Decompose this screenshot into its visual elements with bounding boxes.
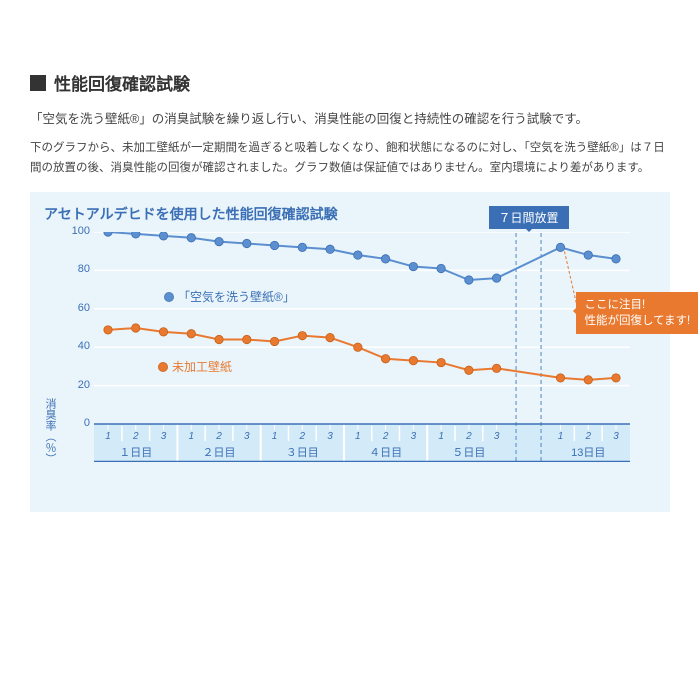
callout-line2: 性能が回復してます! — [584, 315, 690, 327]
svg-text:１日目: １日目 — [119, 447, 152, 459]
plot-area: 1 2 3 １日目 1 2 3 ２日目 1 2 3 ３日目 1 2 3 ４日目 1 2 3 ５日目 1 2 3 13日目 「空気… — [94, 232, 630, 462]
svg-text:3: 3 — [327, 431, 333, 442]
svg-text:2: 2 — [132, 431, 139, 442]
heading-square-icon — [30, 75, 46, 91]
y-tick: 60 — [62, 302, 90, 314]
svg-text:５日目: ５日目 — [452, 447, 485, 459]
svg-text:４日目: ４日目 — [369, 447, 402, 459]
heading-text: 性能回復確認試験 — [54, 70, 190, 95]
svg-text:3: 3 — [411, 431, 417, 442]
svg-text:1: 1 — [558, 431, 564, 442]
svg-text:3: 3 — [161, 431, 167, 442]
svg-text:1: 1 — [105, 431, 111, 442]
svg-text:13日目: 13日目 — [571, 447, 605, 459]
description-1: 「空気を洗う壁紙®」の消臭試験を繰り返し行い、消臭性能の回復と持続性の確認を行う… — [30, 109, 670, 129]
svg-text:1: 1 — [272, 431, 278, 442]
svg-text:３日目: ３日目 — [286, 447, 319, 459]
y-axis-label: 消臭率（％） — [44, 398, 55, 464]
legend-series-b: 未加工壁紙 — [158, 358, 232, 375]
callout-attention: ここに注目! 性能が回復してます! — [576, 292, 698, 334]
svg-text:2: 2 — [465, 431, 472, 442]
svg-text:1: 1 — [188, 431, 194, 442]
y-tick: 20 — [62, 379, 90, 391]
legend-b-label: 未加工壁紙 — [172, 358, 232, 375]
svg-text:3: 3 — [494, 431, 500, 442]
y-tick: 100 — [62, 225, 90, 237]
y-tick: 80 — [62, 263, 90, 275]
legend-a-label: 「空気を洗う壁紙®」 — [178, 288, 295, 305]
svg-text:3: 3 — [244, 431, 250, 442]
chart-svg: 1 2 3 １日目 1 2 3 ２日目 1 2 3 ３日目 1 2 3 ４日目 1 2 3 ５日目 1 2 3 13日目 — [94, 232, 630, 462]
description-2: 下のグラフから、未加工壁紙が一定期間を過ぎると吸着しなくなり、飽和状態になるのに… — [30, 139, 670, 178]
svg-text:2: 2 — [299, 431, 306, 442]
svg-text:1: 1 — [355, 431, 361, 442]
y-tick: 0 — [62, 417, 90, 429]
callout-gap-label: ７日間放置 — [489, 206, 569, 229]
svg-text:２日目: ２日目 — [203, 447, 236, 459]
section-heading: 性能回復確認試験 — [30, 70, 670, 95]
svg-text:3: 3 — [613, 431, 619, 442]
svg-text:2: 2 — [382, 431, 389, 442]
chart-container: アセトアルデヒドを使用した性能回復確認試験 消臭率（％） 02040608010… — [30, 192, 670, 512]
svg-text:1: 1 — [438, 431, 444, 442]
y-tick: 40 — [62, 340, 90, 352]
legend-series-a: 「空気を洗う壁紙®」 — [164, 288, 295, 305]
svg-text:2: 2 — [215, 431, 222, 442]
callout-line1: ここに注目! — [584, 299, 645, 311]
svg-text:2: 2 — [584, 431, 591, 442]
